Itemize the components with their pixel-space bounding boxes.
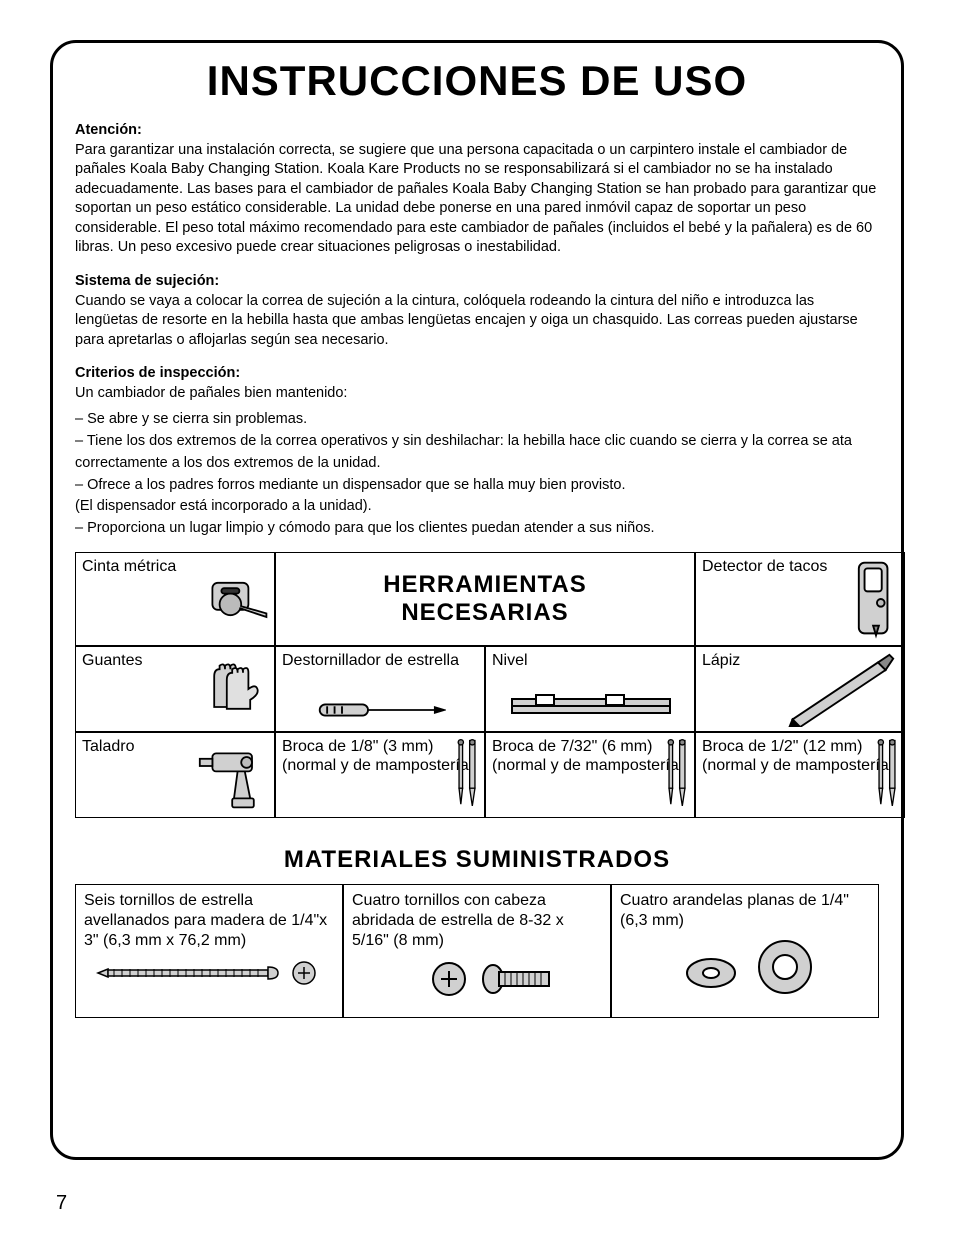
tool-level: Nivel <box>485 646 695 732</box>
criteria-item: – Ofrece a los padres forros mediante un… <box>75 475 879 497</box>
section-atencion: Atención: Para garantizar una instalació… <box>75 121 879 258</box>
atencion-text: Para garantizar una instalación correcta… <box>75 142 876 256</box>
criterios-list: – Se abre y se cierra sin problemas. – T… <box>75 409 879 540</box>
tool-label: Nivel <box>492 651 688 670</box>
materials-grid: Seis tornillos de estrella avellanados p… <box>75 884 879 1018</box>
sujecion-label: Sistema de sujeción: <box>75 273 219 289</box>
criteria-item: – Se abre y se cierra sin problemas. <box>75 409 879 431</box>
tool-screwdriver: Destornillador de estrella <box>275 646 485 732</box>
pencil-icon <box>780 651 900 727</box>
material-label: Cuatro arandelas planas de 1/4" (6,3 mm) <box>620 892 849 929</box>
tape-measure-icon <box>198 557 270 641</box>
tool-tape-measure: Cinta métrica <box>75 552 275 646</box>
tool-label: Broca de 1/2" (12 mm) (normal y de mampo… <box>702 737 898 775</box>
criterios-label: Criterios de inspección: <box>75 365 240 381</box>
drill-bit-icon <box>874 737 900 813</box>
atencion-label: Atención: <box>75 122 142 138</box>
tool-label: Destornillador de estrella <box>282 651 478 670</box>
material-washers: Cuatro arandelas planas de 1/4" (6,3 mm) <box>611 884 879 1018</box>
tool-label: Broca de 7/32" (6 mm) (normal y de mampo… <box>492 737 688 775</box>
machine-screw-icon <box>352 959 602 1005</box>
tool-bit-6mm: Broca de 7/32" (6 mm) (normal y de mampo… <box>485 732 695 818</box>
tool-stud-finder: Detector de tacos <box>695 552 905 646</box>
criterios-intro: Un cambiador de pañales bien mantenido: <box>75 385 347 401</box>
material-machine-screws: Cuatro tornillos con cabeza abridada de … <box>343 884 611 1018</box>
level-icon <box>506 691 676 721</box>
page-number: 7 <box>56 1192 67 1215</box>
tools-title-cell: HERRAMIENTASNECESARIAS <box>275 552 695 646</box>
document-frame: INSTRUCCIONES DE USO Atención: Para gara… <box>50 40 904 1160</box>
wood-screw-icon <box>84 959 334 993</box>
material-label: Cuatro tornillos con cabeza abridada de … <box>352 892 564 949</box>
tool-bit-12mm: Broca de 1/2" (12 mm) (normal y de mampo… <box>695 732 905 818</box>
gloves-icon <box>198 651 270 727</box>
stud-finder-icon <box>852 557 900 641</box>
tool-bit-3mm: Broca de 1/8" (3 mm) (normal y de mampos… <box>275 732 485 818</box>
page-title: INSTRUCCIONES DE USO <box>75 57 879 105</box>
washer-icon <box>620 939 870 1001</box>
section-sujecion: Sistema de sujeción: Cuando se vaya a co… <box>75 272 879 350</box>
drill-icon <box>198 737 270 813</box>
material-label: Seis tornillos de estrella avellanados p… <box>84 892 327 949</box>
sujecion-text: Cuando se vaya a colocar la correa de su… <box>75 293 858 348</box>
tool-gloves: Guantes <box>75 646 275 732</box>
materials-title: MATERIALES SUMINISTRADOS <box>75 846 879 874</box>
tool-label: Broca de 1/8" (3 mm) (normal y de mampos… <box>282 737 478 775</box>
material-wood-screws: Seis tornillos de estrella avellanados p… <box>75 884 343 1018</box>
drill-bit-icon <box>664 737 690 813</box>
tools-title: HERRAMIENTASNECESARIAS <box>383 571 587 626</box>
tools-grid: Cinta métrica HERRAMIENTASNECESARIAS Det… <box>75 552 879 818</box>
criteria-item: – Proporciona un lugar limpio y cómodo p… <box>75 518 879 540</box>
section-criterios: Criterios de inspección: Un cambiador de… <box>75 364 879 403</box>
criteria-item: (El dispensador está incorporado a la un… <box>75 496 879 518</box>
screwdriver-icon <box>316 695 446 725</box>
tool-pencil: Lápiz <box>695 646 905 732</box>
tool-drill: Taladro <box>75 732 275 818</box>
criteria-item: – Tiene los dos extremos de la correa op… <box>75 431 879 475</box>
drill-bit-icon <box>454 737 480 813</box>
